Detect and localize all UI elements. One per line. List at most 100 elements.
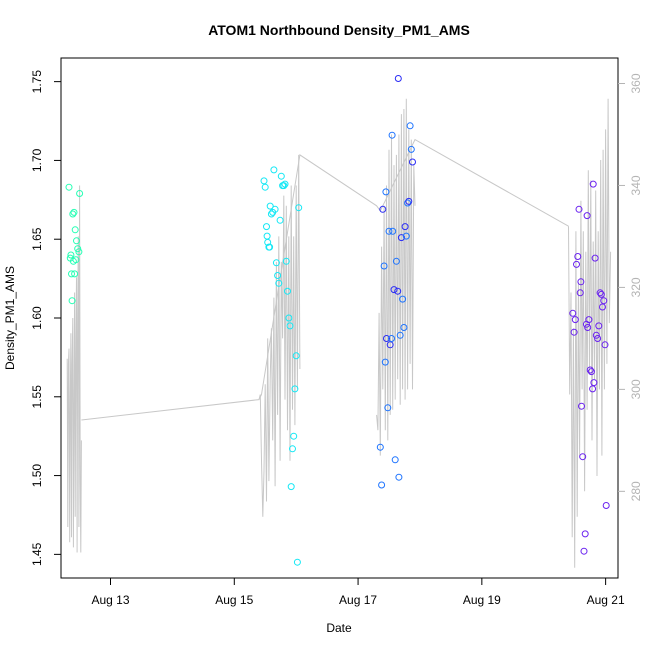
data-point: [396, 331, 404, 339]
data-point: [271, 205, 279, 213]
plot-frame: [60, 57, 619, 579]
data-point: [267, 210, 275, 218]
data-point: [65, 183, 73, 191]
data-point: [589, 385, 597, 393]
data-point: [286, 322, 294, 330]
data-point: [600, 297, 608, 305]
data-point: [399, 295, 407, 303]
data-point: [277, 172, 285, 180]
data-point: [291, 385, 299, 393]
data-point: [386, 341, 394, 349]
data-point: [280, 182, 288, 190]
y2-tick-label: 320: [629, 277, 643, 297]
data-point: [580, 547, 588, 555]
y-axis-left: 1.45 1.50 1.55 1.60 1.65 1.70 1.75: [30, 70, 61, 566]
secondary-series-line: [258, 154, 301, 517]
x-tick-label: Aug 13: [91, 593, 129, 607]
data-point: [263, 232, 271, 240]
data-point: [587, 368, 595, 376]
data-point: [73, 237, 80, 245]
data-point: [388, 335, 395, 342]
data-point: [69, 210, 77, 218]
data-point: [599, 303, 606, 311]
data-point: [281, 180, 289, 188]
data-point: [573, 260, 580, 268]
y-tick-label: 1.60: [30, 306, 44, 330]
x-tick-label: Aug 21: [587, 593, 625, 607]
data-point: [576, 289, 584, 297]
data-point: [575, 205, 583, 213]
data-point: [596, 289, 604, 297]
data-point: [579, 453, 587, 461]
data-point: [68, 297, 76, 305]
data-point: [292, 352, 300, 360]
chart-title: ATOM1 Northbound Density_PM1_AMS: [208, 22, 470, 38]
data-point: [274, 272, 282, 279]
data-point: [293, 558, 301, 566]
data-point: [289, 445, 296, 453]
data-point: [405, 197, 413, 205]
data-point: [272, 259, 280, 267]
data-point: [585, 316, 593, 324]
data-point: [595, 322, 603, 330]
data-point: [74, 245, 82, 253]
data-point: [571, 316, 579, 324]
x-tick-label: Aug 19: [463, 593, 501, 607]
data-point: [389, 227, 397, 235]
secondary-series-line: [66, 185, 82, 553]
secondary-series-line: [568, 98, 612, 568]
secondary-series-line: [376, 98, 416, 456]
data-point: [394, 287, 402, 295]
data-point: [586, 366, 594, 374]
data-point: [381, 358, 389, 366]
data-point: [69, 257, 77, 265]
data-point: [570, 328, 578, 336]
data-point: [404, 199, 412, 207]
data-point: [397, 234, 405, 242]
data-point: [602, 502, 610, 509]
data-point: [385, 227, 393, 235]
data-point: [295, 204, 303, 212]
data-point: [70, 208, 78, 216]
x-tick-label: Aug 17: [339, 593, 377, 607]
data-point: [577, 278, 585, 286]
data-point: [394, 75, 402, 82]
y-tick-label: 1.50: [30, 464, 44, 488]
data-point: [581, 530, 589, 538]
data-point: [261, 183, 269, 191]
data-point: [390, 286, 398, 294]
data-point: [409, 158, 416, 166]
data-point: [263, 223, 270, 231]
y-tick-label: 1.65: [30, 227, 44, 251]
trend-line: [81, 138, 569, 421]
y-tick-label: 1.75: [30, 70, 44, 94]
data-point: [574, 253, 582, 260]
line-series-layer: [66, 98, 612, 568]
data-point: [68, 270, 75, 278]
data-point: [380, 262, 388, 270]
data-point: [287, 483, 295, 491]
data-point: [594, 335, 602, 342]
data-point: [382, 188, 390, 196]
data-point: [569, 309, 577, 317]
scatter-points-layer: [65, 75, 610, 566]
data-point: [67, 251, 75, 259]
data-point: [578, 402, 585, 410]
data-point: [75, 248, 83, 256]
data-point: [285, 314, 293, 322]
y2-tick-label: 280: [629, 481, 643, 501]
data-point: [266, 202, 274, 210]
data-point: [383, 335, 390, 342]
data-point: [592, 331, 600, 339]
x-axis: Aug 13 Aug 15 Aug 17 Aug 19 Aug 21: [91, 578, 625, 607]
data-point: [395, 473, 403, 481]
data-point: [378, 481, 386, 489]
data-point: [384, 404, 392, 412]
data-point: [270, 166, 278, 174]
data-point: [290, 432, 298, 440]
data-point: [71, 270, 79, 278]
x-tick-label: Aug 15: [215, 593, 253, 607]
data-point: [76, 190, 84, 197]
data-point: [589, 180, 597, 188]
data-point: [284, 287, 291, 295]
